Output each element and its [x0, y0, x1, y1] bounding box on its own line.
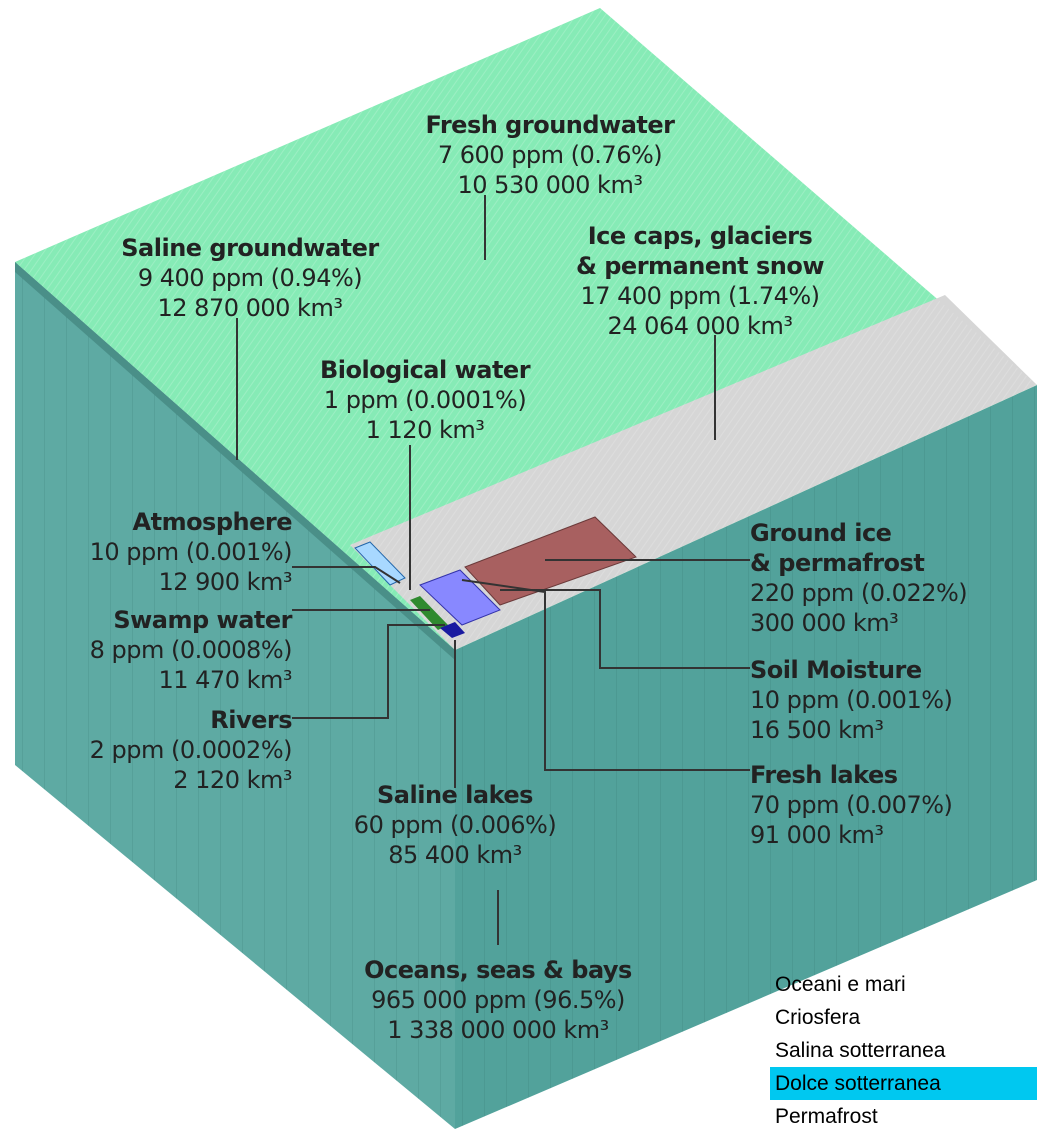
label-volume: 12 900 km³ — [158, 568, 292, 596]
label-volume: 16 500 km³ — [750, 716, 884, 744]
label-title: Oceans, seas & bays — [364, 956, 632, 984]
label-title: Soil Moisture — [750, 656, 922, 684]
menu-item[interactable]: Oceani e mari — [775, 973, 906, 996]
label-volume: 85 400 km³ — [388, 841, 522, 869]
label-title: Biological water — [320, 356, 531, 384]
label-ppm: 220 ppm (0.022%) — [750, 579, 967, 607]
label-ppm: 8 ppm (0.0008%) — [90, 636, 292, 664]
label-title: Fresh lakes — [750, 761, 898, 789]
label-title: Atmosphere — [133, 508, 293, 536]
menu: Oceani e mari Criosfera Salina sotterran… — [770, 968, 1037, 1133]
label-title: Ice caps, glaciers — [588, 222, 813, 250]
label-volume: 2 120 km³ — [173, 766, 292, 794]
label-volume: 11 470 km³ — [158, 666, 292, 694]
rivers-box — [440, 622, 465, 638]
label-ppm: 965 000 ppm (96.5%) — [371, 986, 625, 1014]
label-volume: 91 000 km³ — [750, 821, 884, 849]
leader-line — [292, 566, 401, 584]
cube — [15, 8, 1037, 1129]
label-volume: 10 530 000 km³ — [458, 171, 643, 199]
menu-item[interactable]: Criosfera — [775, 1006, 861, 1029]
label-title: Ground ice — [750, 519, 892, 547]
saline-groundwater-edge — [15, 262, 455, 660]
label-volume: 1 120 km³ — [366, 416, 485, 444]
menu-item-selected[interactable]: Dolce sotterranea — [770, 1067, 1037, 1100]
label-volume: 1 338 000 000 km³ — [387, 1016, 609, 1044]
leader-lines — [236, 195, 750, 945]
label-ppm: 2 ppm (0.0002%) — [90, 736, 292, 764]
label-title: & permanent snow — [576, 252, 824, 280]
swamp-box — [410, 596, 448, 630]
label-ppm: 17 400 ppm (1.74%) — [580, 282, 819, 310]
label-ppm: 70 ppm (0.007%) — [750, 791, 952, 819]
label-title: Swamp water — [113, 606, 292, 634]
left-face-grid — [15, 262, 455, 1129]
label-title: Saline groundwater — [121, 234, 379, 262]
label-ppm: 10 ppm (0.001%) — [90, 538, 292, 566]
label-ppm: 7 600 ppm (0.76%) — [438, 141, 662, 169]
menu-item[interactable]: Salina sotterranea — [775, 1039, 946, 1062]
label-title: Fresh groundwater — [425, 111, 675, 139]
label-title: Saline lakes — [377, 781, 533, 809]
top-hatch — [15, 8, 1037, 650]
label-volume: 12 870 000 km³ — [158, 294, 343, 322]
label-ppm: 1 ppm (0.0001%) — [324, 386, 526, 414]
label-ppm: 60 ppm (0.006%) — [354, 811, 556, 839]
label-volume: 24 064 000 km³ — [608, 312, 793, 340]
leader-line — [292, 624, 445, 719]
label-ppm: 9 400 ppm (0.94%) — [138, 264, 362, 292]
atmosphere-box — [354, 541, 406, 586]
fresh-lakes-box — [419, 569, 501, 626]
label-ppm: 10 ppm (0.001%) — [750, 686, 952, 714]
leader-line — [461, 579, 750, 771]
label-title: & permafrost — [750, 549, 924, 577]
menu-item[interactable]: Permafrost — [775, 1105, 878, 1128]
leader-line — [500, 589, 750, 669]
label-volume: 300 000 km³ — [750, 609, 898, 637]
right-face-grid — [455, 385, 1037, 1129]
label-title: Rivers — [210, 706, 292, 734]
